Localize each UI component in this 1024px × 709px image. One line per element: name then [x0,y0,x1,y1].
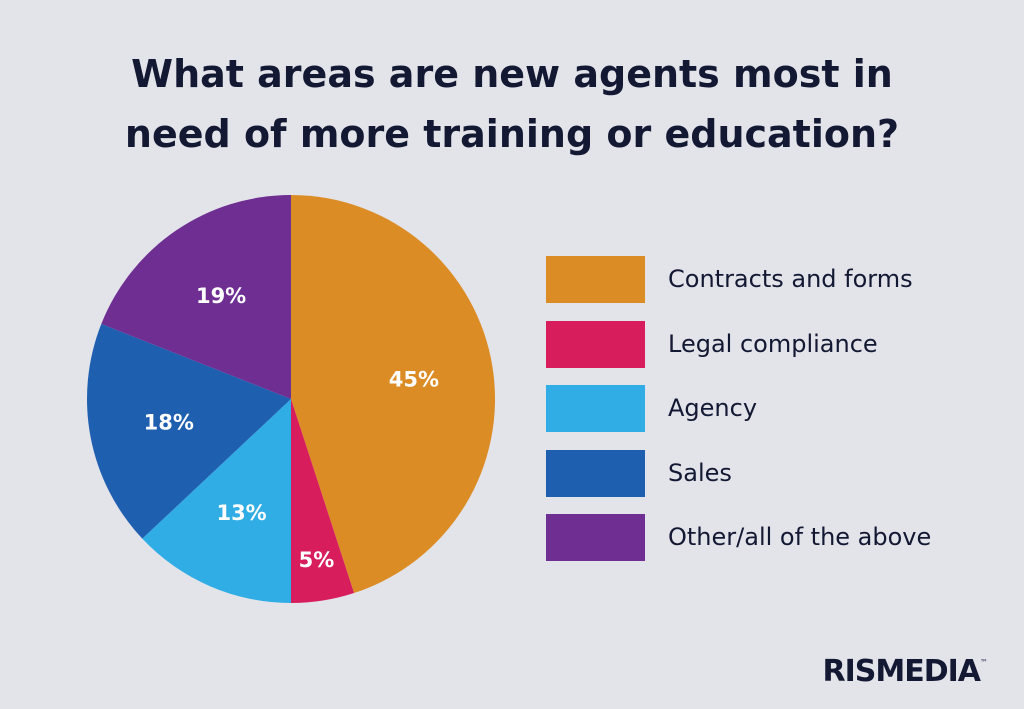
pie-label-other-all-of-the-above: 19% [196,284,246,308]
rismedia-logo: RISMEDIA™ [823,654,989,689]
legend-label: Contracts and forms [668,265,913,293]
legend-label: Legal compliance [668,329,878,358]
legend-swatch [546,449,645,497]
pie-slice-contracts-and-forms [291,195,496,594]
pie-label-legal-compliance: 5% [299,548,335,572]
pie-label-contracts-and-forms: 45% [389,368,439,392]
legend-label: Sales [668,458,732,487]
pie-label-sales: 18% [144,410,194,434]
legend-swatch [546,256,645,303]
legend-label: Other/all of the above [668,523,932,551]
legend-label: Agency [668,394,758,422]
pie-slice-sales [87,323,292,539]
chart-title-line: need of more training or education? [124,112,900,156]
legend-swatch [546,320,645,368]
pie-label-agency: 13% [216,501,266,525]
legend-swatch [546,385,645,432]
trademark-mark: ™ [980,658,988,667]
pie-slice-other-all-of-the-above [101,195,291,399]
pie-slice-agency [142,399,291,603]
brand-name: RISMEDIA [822,654,981,689]
pie-slice-legal-compliance [291,399,355,603]
legend-swatch [546,514,645,561]
chart-title: What areas are new agents most in need o… [0,44,1024,164]
chart-title-line: What areas are new agents most in [131,52,893,96]
